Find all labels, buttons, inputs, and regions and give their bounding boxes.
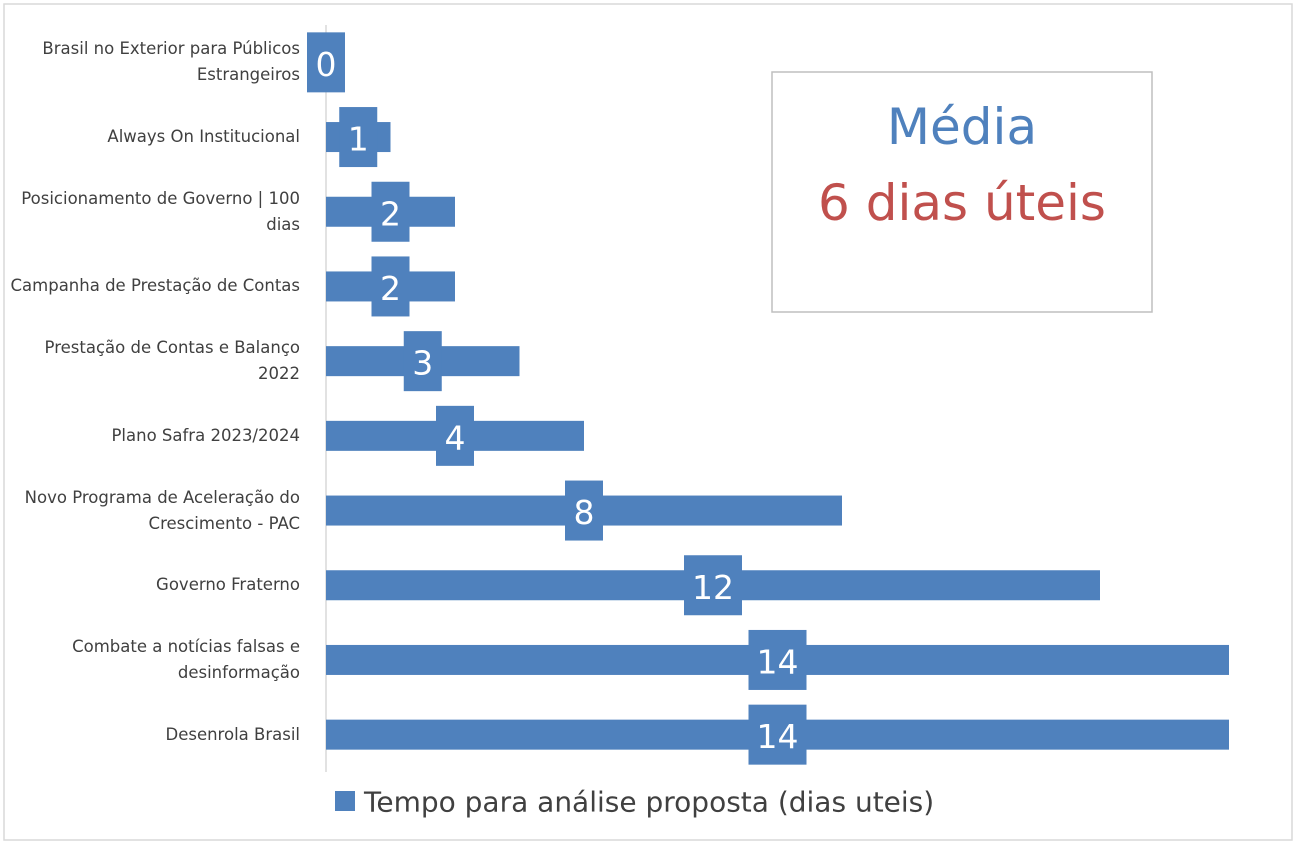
value-label-bg (307, 32, 345, 93)
y-tick-label: Novo Programa de Aceleração do Crescimen… (24, 487, 300, 533)
y-tick-label: Posicionamento de Governo | 100 dias (21, 188, 300, 234)
value-label-bg (403, 331, 442, 392)
legend-label: Tempo para análise proposta (dias uteis) (363, 786, 934, 819)
value-label-bg (565, 480, 603, 541)
value-label: 0 (316, 45, 337, 84)
value-label: 14 (757, 642, 799, 681)
value-label: 8 (574, 493, 595, 532)
value-label: 12 (692, 568, 734, 607)
y-tick-label: Desenrola Brasil (165, 724, 301, 744)
value-label-bg (371, 256, 410, 317)
y-tick-label: Plano Safra 2023/2024 (111, 425, 300, 445)
value-label-bg (748, 704, 807, 765)
y-tick-label: Governo Fraterno (156, 575, 300, 595)
value-label-bg (684, 555, 742, 616)
value-label: 4 (445, 418, 466, 457)
y-tick-label: Prestação de Contas e Balanço 2022 (44, 338, 300, 384)
value-label: 2 (380, 194, 401, 233)
value-label-bg (339, 107, 378, 168)
value-label: 14 (757, 717, 799, 756)
annotation: 6 dias úteis (818, 174, 1106, 232)
value-label-bg (748, 629, 807, 690)
annotation: Média (887, 98, 1037, 156)
y-tick-label: Brasil no Exterior para Públicos Estrang… (42, 39, 300, 85)
chart-frame (3, 3, 1293, 841)
legend-swatch (335, 791, 355, 811)
y-tick-label: Always On Institucional (107, 127, 300, 147)
value-label: 3 (412, 344, 433, 383)
annotation-box (771, 71, 1153, 313)
y-tick-label: Combate a notícias falsas e desinformaçã… (72, 636, 300, 682)
value-label-bg (436, 405, 474, 466)
value-label: 2 (380, 269, 401, 308)
value-label: 1 (348, 120, 369, 159)
value-label-bg (371, 181, 410, 242)
y-tick-label: Campanha de Prestação de Contas (10, 276, 300, 296)
